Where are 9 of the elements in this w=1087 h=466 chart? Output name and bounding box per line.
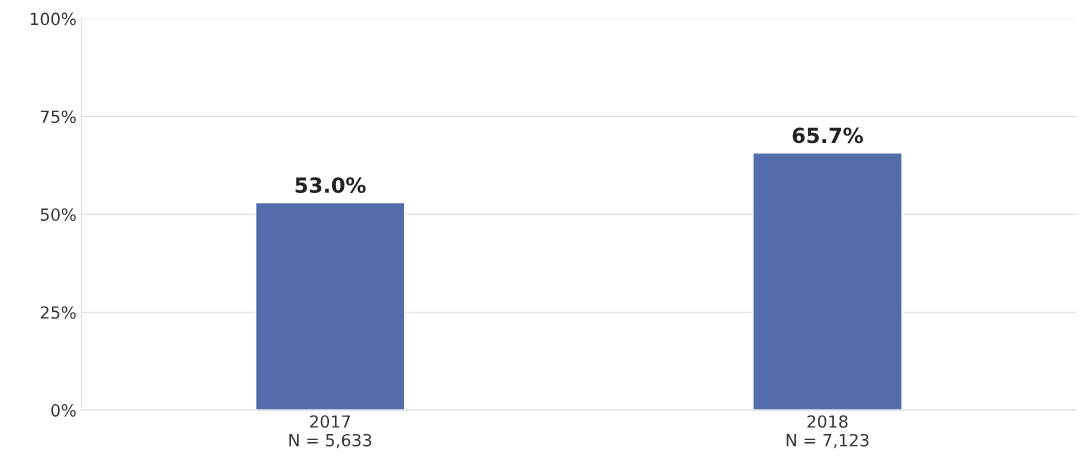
y-tick-label: 50% <box>40 208 76 221</box>
y-tick-label: 0% <box>51 404 76 417</box>
y-tick-label: 100% <box>30 12 76 26</box>
y-tick-label: 75% <box>40 110 76 124</box>
x-tick-label: 2017 N = 5,633 <box>289 415 372 449</box>
data-label: 65.7% <box>792 127 863 144</box>
x-tick-label: 2018 N = 7,123 <box>786 415 869 449</box>
y-tick-label: 25% <box>40 306 76 319</box>
data-label: 53.0% <box>295 177 366 194</box>
